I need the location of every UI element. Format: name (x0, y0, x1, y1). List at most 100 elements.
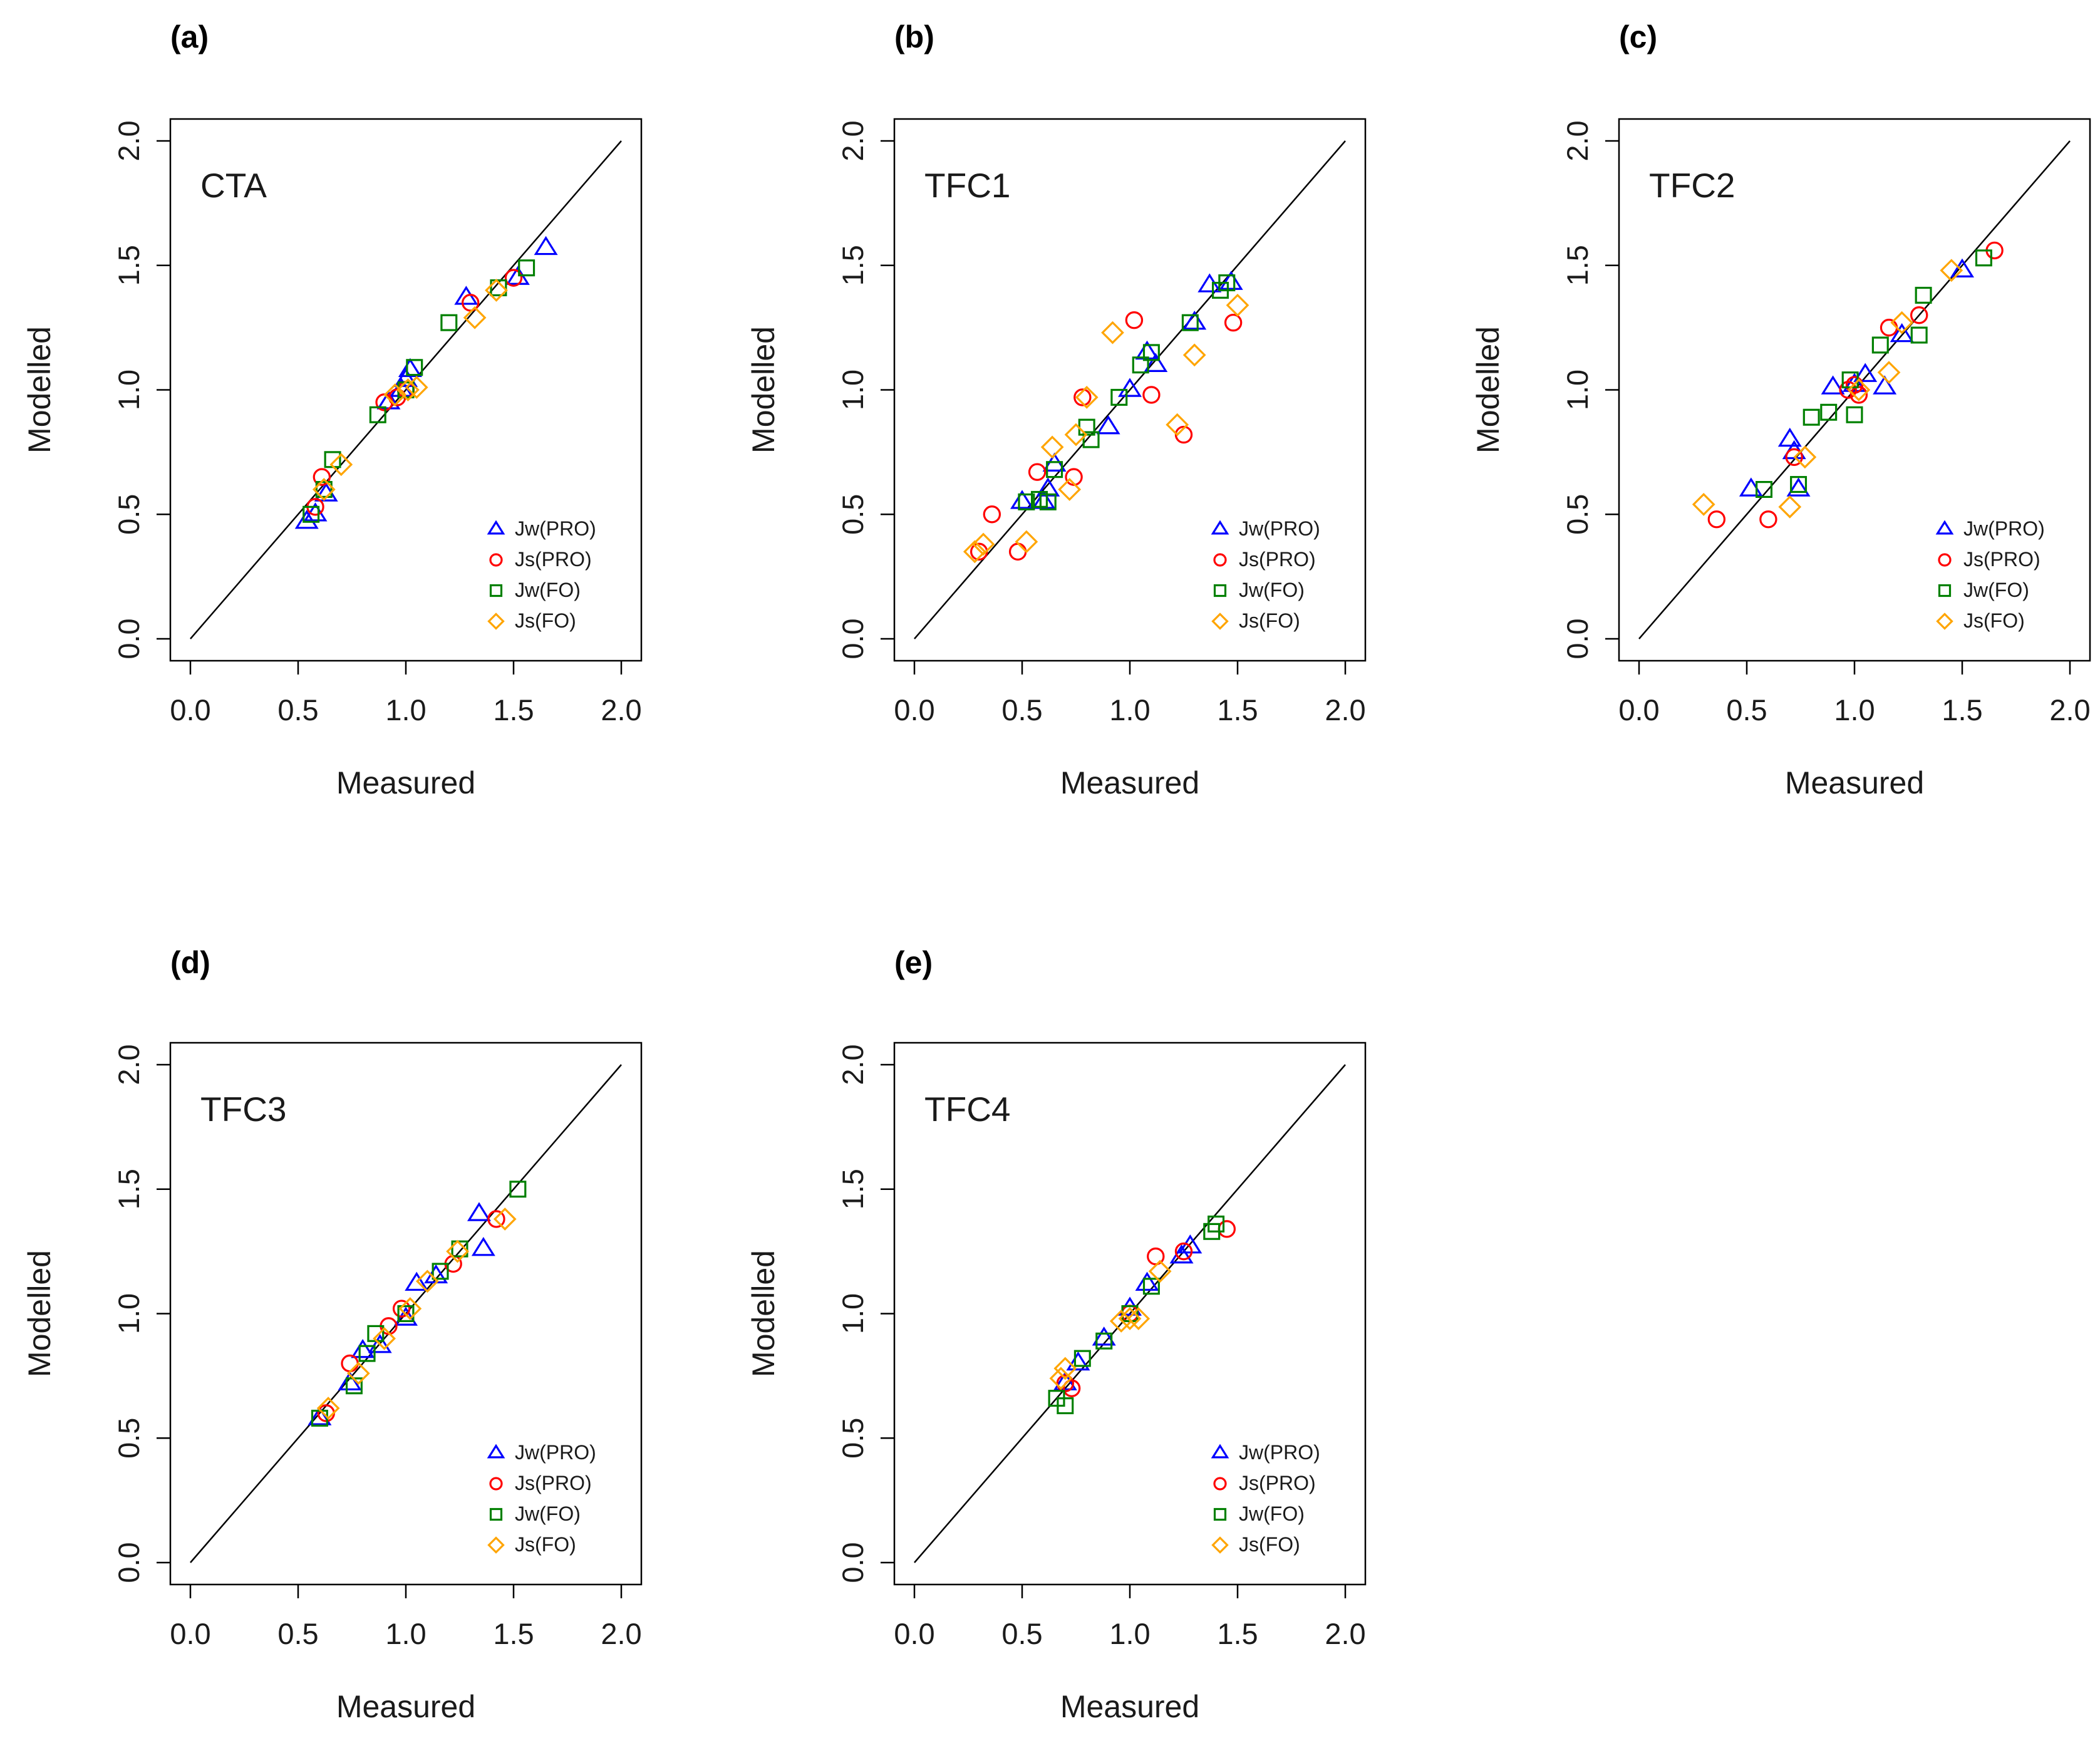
data-point-triangle (1092, 1326, 1116, 1346)
data-point-circle (1174, 1242, 1193, 1261)
y-tick-label: 0.0 (836, 618, 869, 659)
y-tick-label: 1.0 (112, 370, 145, 410)
data-point-circle (1008, 542, 1027, 561)
data-point-diamond (1118, 1307, 1142, 1330)
data-point-square (490, 279, 507, 297)
y-tick-label: 1.0 (836, 1293, 869, 1334)
data-point-square (1031, 490, 1048, 508)
data-point-diamond (1940, 259, 1963, 282)
data-point-square (1046, 461, 1063, 478)
legend-label: Jw(FO) (1239, 1502, 1305, 1525)
x-tick-label: 0.0 (170, 693, 210, 726)
data-point-diamond (1226, 293, 1249, 317)
y-tick-label: 2.0 (836, 1044, 869, 1085)
data-point-diamond (1015, 530, 1038, 554)
data-point-square (1018, 493, 1035, 510)
y-tick-label: 0.5 (836, 494, 869, 535)
data-point-diamond (1127, 1307, 1151, 1330)
data-point-square (1218, 274, 1236, 292)
legend-symbol-triangle (1211, 1444, 1229, 1459)
x-tick-label: 0.5 (1001, 1617, 1042, 1650)
identity-line (914, 1064, 1346, 1563)
data-point-triangle (1786, 477, 1811, 497)
data-point-square (518, 259, 535, 277)
data-point-circle (1845, 376, 1864, 394)
legend-label: Js(FO) (1963, 609, 2025, 632)
x-tick-label: 0.0 (894, 1617, 934, 1650)
legend-symbol-triangle (1211, 520, 1229, 535)
y-tick-label: 1.0 (836, 370, 869, 410)
y-axis-title: Modelled (22, 326, 57, 453)
y-tick-label: 0.5 (1561, 494, 1594, 535)
data-point-triangle (1219, 271, 1243, 290)
data-point-square (440, 314, 458, 331)
data-point-diamond (463, 306, 487, 329)
x-tick-label: 1.5 (493, 693, 534, 726)
data-point-triangle (1118, 378, 1142, 397)
data-point-square (509, 1181, 527, 1198)
data-point-square (369, 406, 386, 423)
legend-label: Jw(PRO) (1239, 1441, 1320, 1464)
legend-symbol-diamond (487, 1536, 505, 1554)
x-tick-label: 0.0 (170, 1617, 210, 1650)
data-point-circle (1125, 311, 1144, 329)
data-point-square (406, 359, 423, 376)
data-point-circle (1142, 386, 1161, 404)
y-axis-title: Modelled (746, 326, 781, 453)
legend-label: Jw(PRO) (1963, 517, 2045, 540)
chart-panel-4: (d) 0.0 0.5 1.0 1.5 2.0 0.0 0.5 1.0 1.5 2.0 Measure… (22, 945, 643, 1724)
legend-label: Js(FO) (515, 1533, 576, 1556)
data-point-diamond (1101, 321, 1124, 344)
data-point-circle (1785, 448, 1803, 467)
data-point-square (1142, 344, 1160, 361)
data-point-diamond (971, 532, 995, 556)
data-point-circle (392, 1300, 411, 1318)
data-point-triangle (1066, 1351, 1090, 1371)
panel-label: (c) (1619, 19, 1657, 54)
x-axis-title: Measured (336, 1689, 475, 1724)
data-point-circle (1910, 306, 1928, 324)
legend-label: Jw(FO) (515, 579, 581, 601)
data-point-square (1073, 1350, 1091, 1367)
panel-label: (a) (170, 19, 209, 54)
data-point-square (1039, 493, 1057, 510)
legend-symbol-square (489, 584, 503, 597)
data-point-square (1910, 326, 1928, 344)
x-tick-label: 2.0 (601, 1617, 641, 1650)
data-point-diamond (405, 376, 428, 399)
chart-panel-2: (b) 0.0 0.5 1.0 1.5 2.0 0.0 0.5 1.0 1.5 2.0 Measure… (746, 19, 1367, 800)
x-tick-label: 1.5 (1217, 1617, 1258, 1650)
legend-label: Jw(PRO) (515, 1441, 596, 1464)
data-point-diamond (316, 1397, 340, 1420)
data-point-circle (1759, 510, 1777, 529)
data-point-square (1095, 1332, 1113, 1350)
data-point-square (1110, 388, 1128, 406)
data-point-triangle (1890, 323, 1914, 343)
x-tick-label: 1.0 (1834, 693, 1875, 726)
data-point-circle (1880, 318, 1898, 337)
data-point-circle (487, 1210, 505, 1228)
x-tick-label: 1.5 (1217, 693, 1258, 726)
data-point-diamond (383, 383, 407, 406)
data-point-circle (983, 505, 1001, 524)
x-tick-label: 1.0 (1109, 1617, 1150, 1650)
panel-title: TFC3 (200, 1090, 287, 1129)
legend-label: Jw(PRO) (1239, 517, 1320, 540)
x-axis-title: Measured (336, 765, 475, 800)
data-point-diamond (1847, 378, 1871, 401)
legend-symbol-circle (1213, 1477, 1227, 1491)
data-point-square (1915, 286, 1932, 304)
legend-symbol-square (489, 1507, 503, 1521)
data-point-circle (341, 1354, 359, 1373)
legend-symbol-diamond (487, 613, 505, 630)
panel-label: (d) (170, 945, 210, 980)
data-point-circle (313, 468, 331, 486)
legend-symbol-triangle (487, 1444, 505, 1459)
legend-symbol-diamond (1211, 613, 1229, 630)
legend-symbol-circle (489, 1477, 503, 1491)
legend-label: Jw(FO) (1239, 579, 1305, 601)
data-point-circle (1218, 1220, 1236, 1238)
data-point-triangle (351, 1339, 375, 1358)
y-tick-label: 0.0 (112, 618, 145, 659)
